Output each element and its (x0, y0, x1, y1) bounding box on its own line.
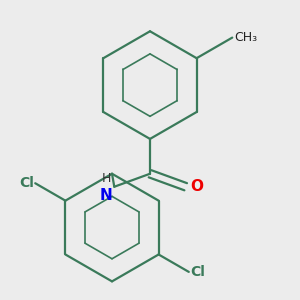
Text: N: N (100, 188, 113, 203)
Text: O: O (190, 179, 203, 194)
Text: Cl: Cl (190, 265, 205, 279)
Text: Cl: Cl (19, 176, 34, 190)
Text: H: H (102, 172, 111, 185)
Text: CH₃: CH₃ (234, 31, 257, 44)
